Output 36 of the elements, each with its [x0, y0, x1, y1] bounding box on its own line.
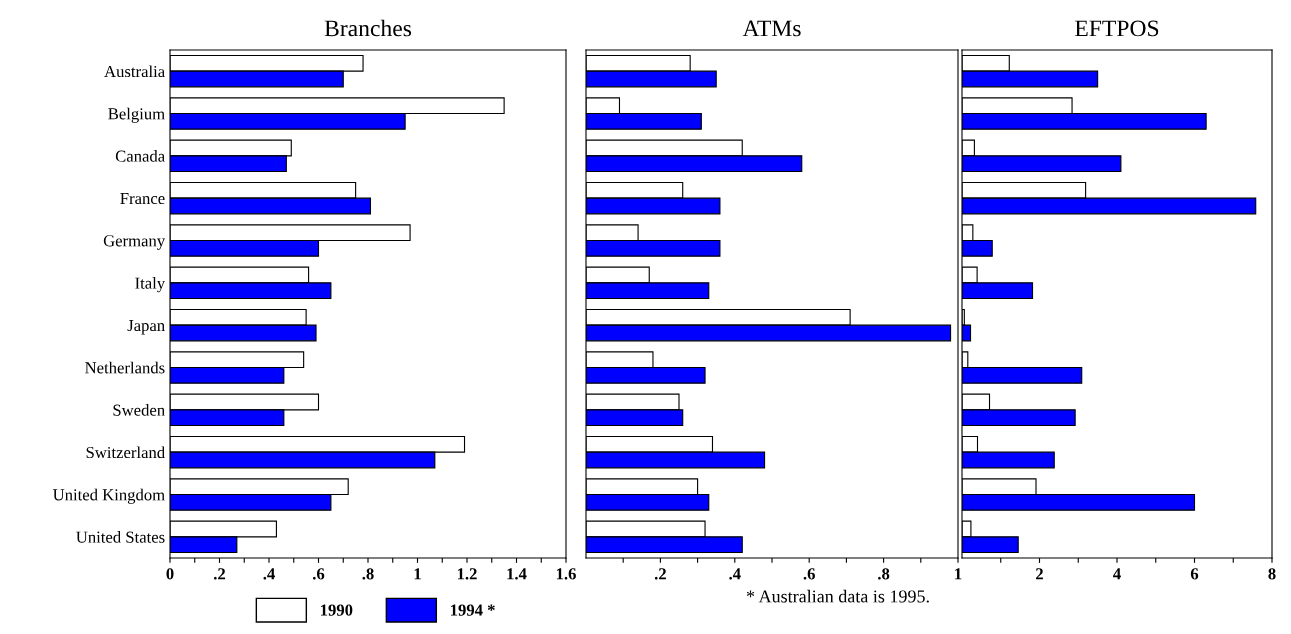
chart-title: Branches: [324, 19, 412, 37]
y-tick-label: Germany: [103, 235, 166, 250]
x-tick-label: .6: [803, 568, 815, 580]
x-tick-label: .8: [362, 568, 374, 580]
y-tick-label: Switzerland: [86, 446, 165, 459]
chart-title: ATMs: [742, 20, 801, 37]
y-tick-label: United Kingdom: [53, 488, 165, 504]
x-tick-label: .2: [654, 568, 666, 580]
y-tick-label: Japan: [127, 320, 165, 335]
x-tick-label: 0: [166, 568, 174, 580]
x-tick-label: 6: [1190, 568, 1199, 580]
x-tick-label: 8: [1268, 568, 1276, 580]
y-tick-label: Sweden: [113, 404, 165, 416]
x-tick-label: 1.2: [457, 568, 477, 580]
x-tick-label: 1: [955, 568, 962, 580]
text: * Australian data is 1995.: [746, 589, 929, 603]
x-tick-label: 1.4: [507, 568, 527, 580]
x-tick-label: .4: [729, 568, 741, 580]
chart-title: EFTPOS: [1075, 20, 1159, 37]
legend-label: 1994 *: [451, 604, 495, 616]
x-tick-label: 4: [1113, 568, 1121, 580]
x-tick-label: .2: [213, 568, 226, 580]
y-tick-label: Australia: [104, 65, 165, 78]
x-tick-label: 1.6: [556, 568, 576, 580]
x-tick-label: 1: [414, 568, 421, 580]
y-tick-label: United States: [76, 531, 165, 543]
x-tick-label: .6: [312, 568, 325, 580]
x-tick-label: .8: [878, 568, 890, 580]
y-tick-label: France: [120, 193, 165, 205]
legend-label: 1990: [321, 604, 353, 616]
x-tick-label: 2: [1036, 568, 1043, 580]
y-tick-label: Netherlands: [85, 361, 165, 374]
y-tick-label: Belgium: [108, 107, 165, 123]
x-tick-label: .4: [263, 568, 275, 580]
y-tick-label: Italy: [135, 277, 166, 293]
y-tick-label: Canada: [115, 150, 165, 162]
